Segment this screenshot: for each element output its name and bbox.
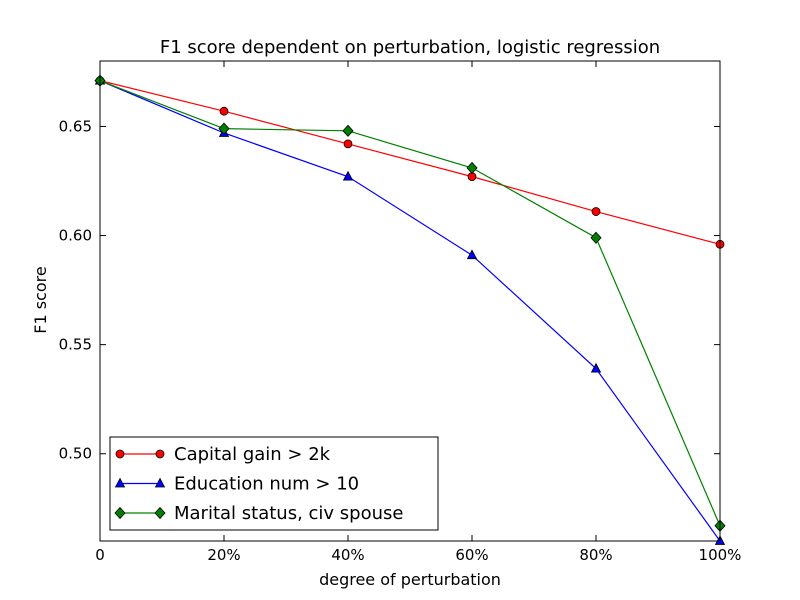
y-tick-label: 0.50	[59, 445, 92, 463]
legend-marker	[155, 449, 165, 459]
x-tick-label: 0	[95, 546, 105, 564]
legend-item: Education num > 10	[114, 474, 359, 495]
legend-item: Capital gain > 2k	[115, 444, 331, 465]
data-point	[343, 139, 353, 149]
series-line	[99, 80, 721, 542]
legend-marker	[154, 477, 166, 488]
x-tick-label: 20%	[207, 546, 240, 564]
legend-marker	[154, 506, 166, 520]
legend-box	[109, 436, 439, 531]
data-point	[590, 231, 602, 244]
data-point	[466, 249, 478, 260]
legend-label: Education num > 10	[174, 474, 359, 495]
series-line	[99, 80, 721, 245]
data-point	[466, 161, 478, 175]
data-point	[218, 122, 230, 135]
legend-item: Marital status, civ spouse	[114, 503, 403, 524]
plot-frame	[99, 60, 721, 542]
legend: Capital gain > 2k Education num > 10 Marit…	[109, 436, 439, 531]
chart-title: F1 score dependent on perturbation, logi…	[160, 37, 660, 58]
series-line	[99, 80, 721, 526]
legend-marker	[114, 506, 126, 520]
x-tick-label: 60%	[455, 546, 488, 564]
data-point	[591, 207, 601, 216]
y-tick-label: 0.65	[59, 117, 92, 135]
data-point	[590, 362, 602, 373]
data-point	[342, 124, 354, 137]
data-point	[342, 170, 354, 181]
y-tick-label: 0.60	[59, 227, 92, 245]
legend-label: Marital status, civ spouse	[174, 503, 403, 524]
legend-label: Capital gain > 2k	[174, 444, 331, 465]
legend-marker	[114, 477, 126, 488]
legend-marker	[115, 449, 125, 459]
y-tick-label: 0.55	[59, 336, 92, 354]
x-tick-label: 40%	[331, 546, 364, 564]
x-tick-label: 80%	[579, 546, 612, 564]
data-point	[219, 106, 229, 116]
y-axis-label: F1 score	[31, 266, 50, 333]
x-tick-label: 100%	[699, 546, 742, 564]
x-axis-label: degree of perturbation	[319, 570, 501, 589]
